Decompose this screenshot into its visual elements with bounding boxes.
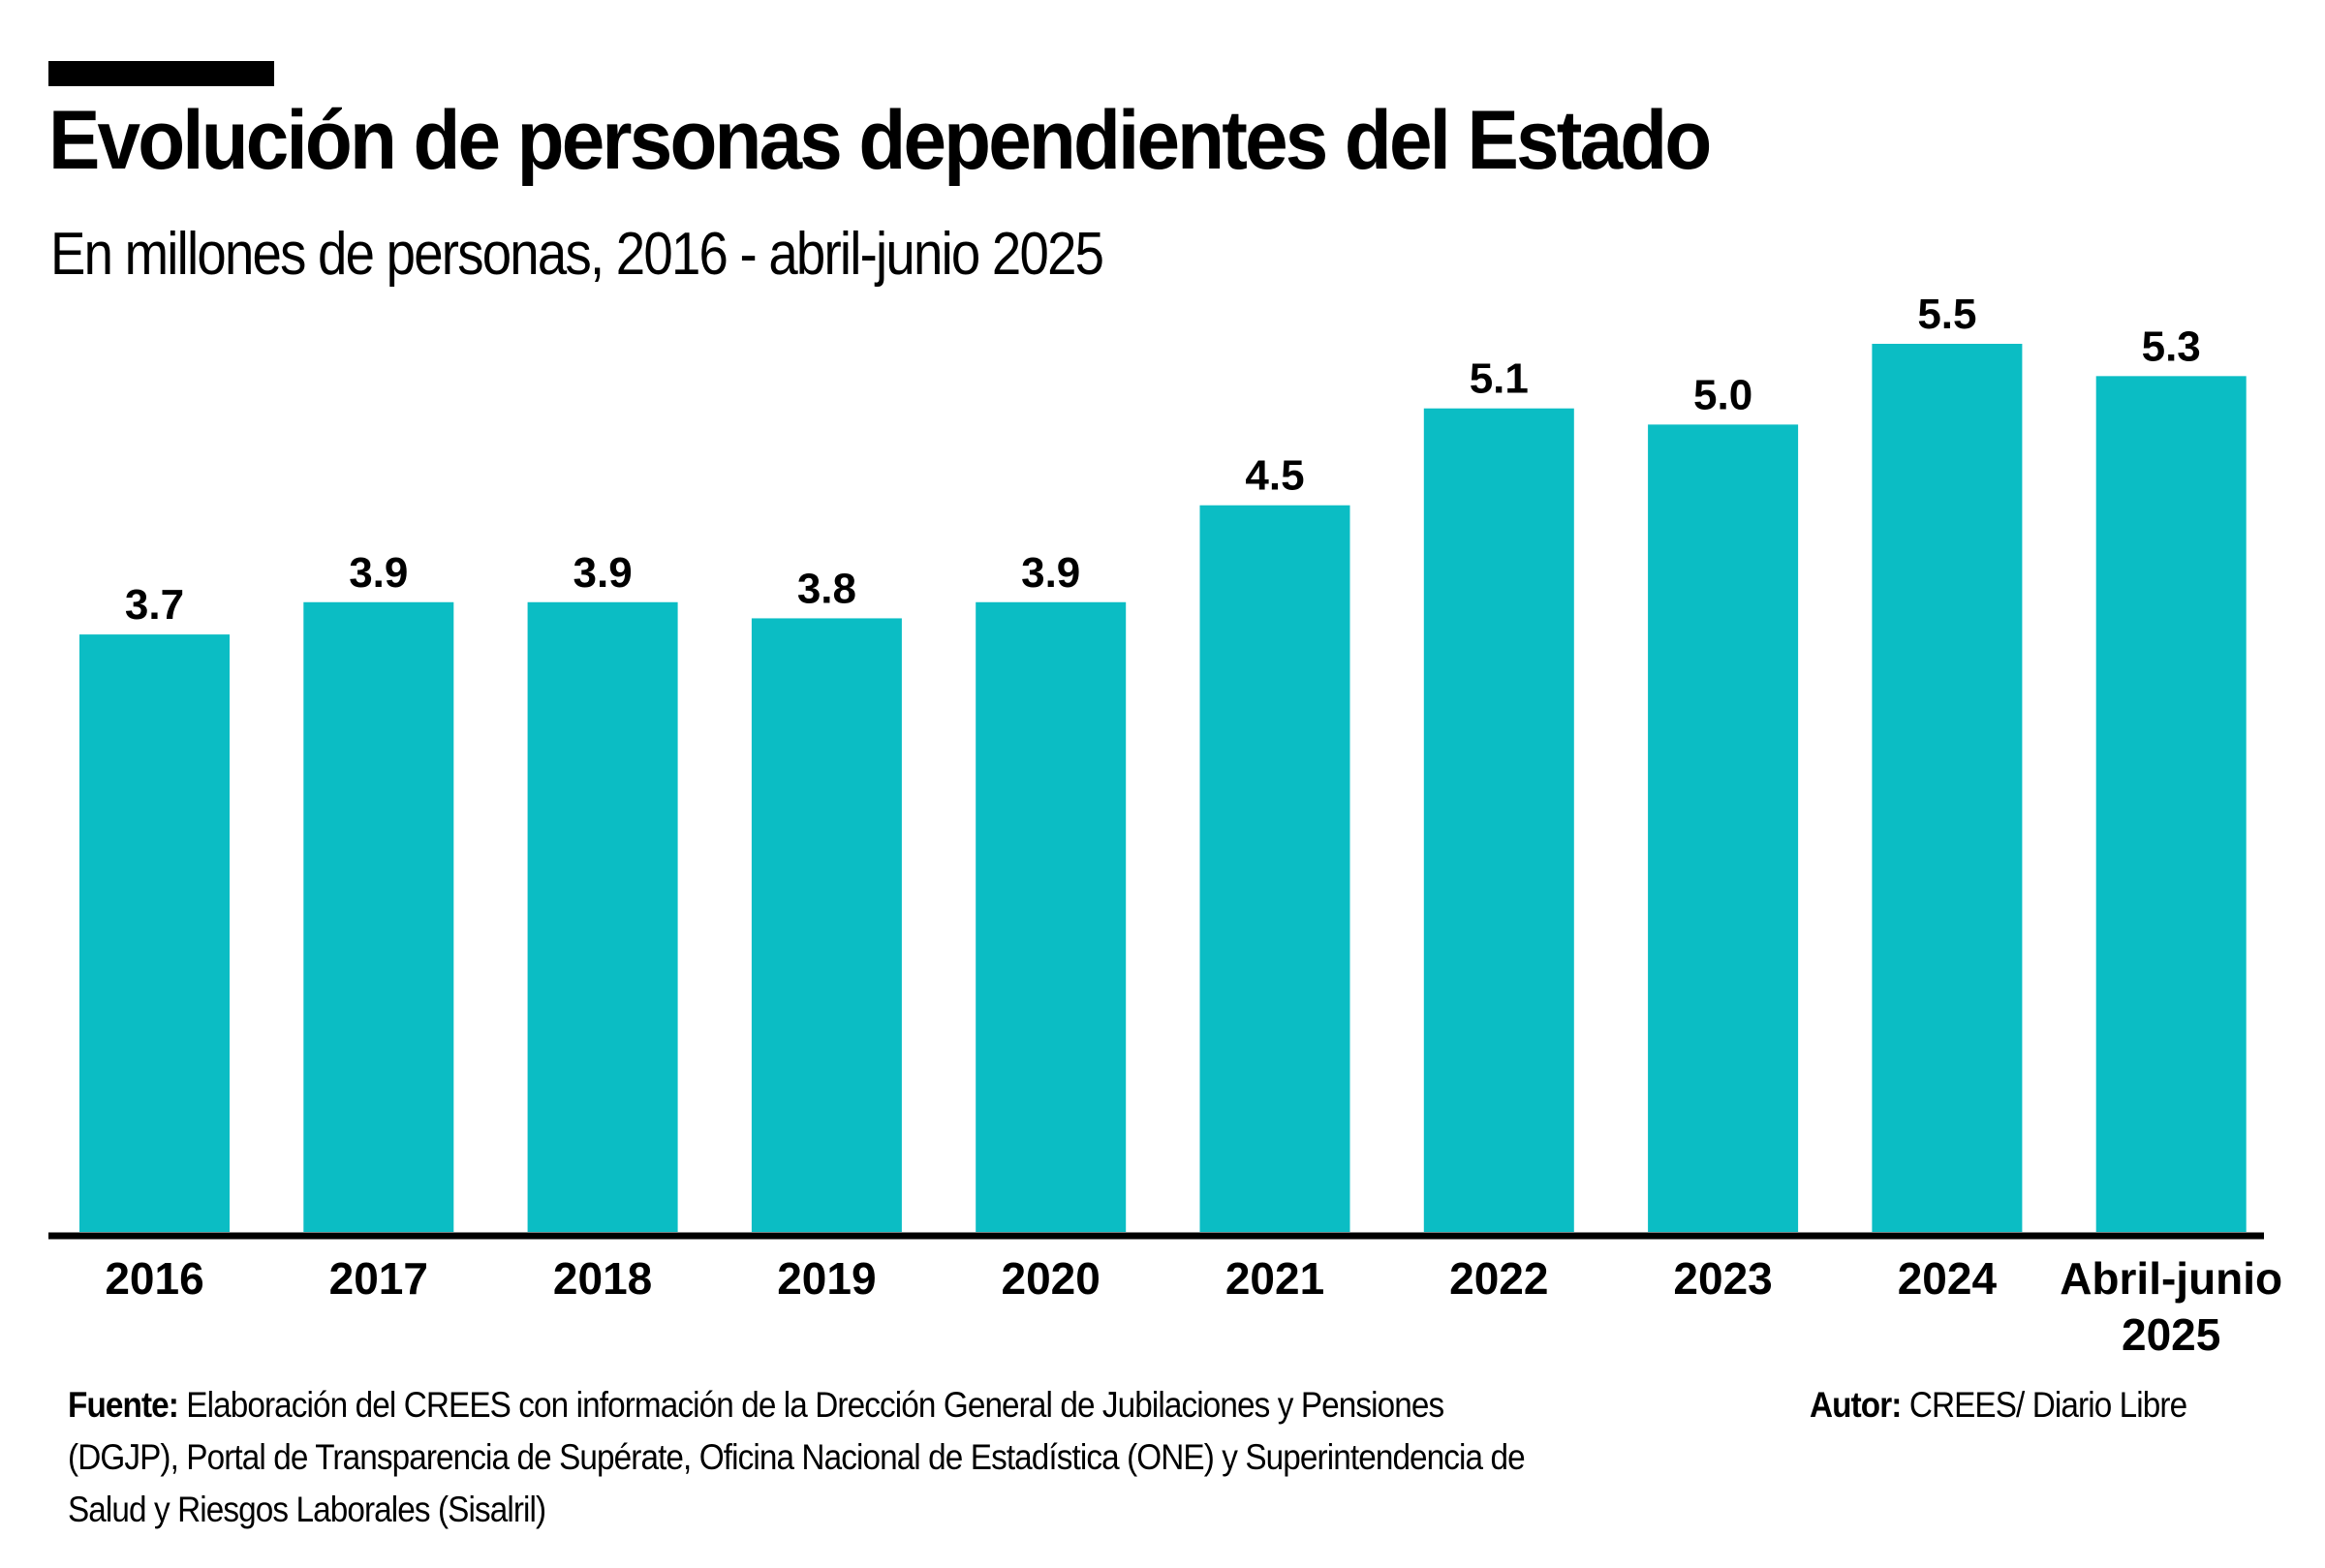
category-label: 2021 [1225,1253,1324,1304]
category-label: Abril-junio 2025 [2060,1253,2282,1356]
author-note: Autor: CREES/ Diario Libre [1810,1379,2187,1431]
category-label: 2016 [105,1253,203,1304]
category-label: 2020 [1002,1253,1100,1304]
value-label: 5.0 [1693,371,1752,418]
title-accent-bar [48,61,274,86]
value-label: 3.7 [125,581,184,629]
author-text: CREES/ Diario Libre [1908,1385,2187,1425]
bar-2019 [751,618,902,1232]
value-label: 3.9 [1021,549,1080,597]
category-label: 2024 [1898,1253,1998,1304]
bar-2017 [303,601,454,1232]
source-note: Fuente: Elaboración del CREES con inform… [68,1379,1550,1536]
bars-group [79,344,2247,1232]
value-label: 4.5 [1245,452,1304,500]
source-text: Elaboración del CREES con información de… [68,1385,1526,1529]
category-label: 2019 [777,1253,876,1304]
value-label: 3.9 [574,549,633,597]
bar-2020 [976,601,1127,1232]
value-label: 5.1 [1470,355,1529,403]
category-label: 2017 [329,1253,428,1304]
category-label: 2023 [1673,1253,1772,1304]
bar-chart: 3.73.9 3.9 3.8 3.94.55.1 5.05.55.3 2016 2017 2… [48,291,2282,1356]
bar-2023 [1648,424,1799,1232]
source-label: Fuente: [68,1385,179,1425]
chart-title: Evolución de personas dependientes del E… [48,94,1712,187]
category-label: 2018 [553,1253,652,1304]
author-label: Autor: [1810,1385,1902,1425]
category-label: 2022 [1449,1253,1548,1304]
bar-2022 [1423,408,1574,1232]
value-labels-group: 3.7 3.9 3.9 3.8 3.9 4.5 5.1 5.0 5.5 5.3 [125,291,2201,629]
value-label: 3.9 [349,549,408,597]
category-labels-group: 2016 2017 2018 2019 2020 2021 2022 2023 2024 Abri… [105,1253,2282,1356]
bar-2016 [79,634,230,1232]
value-label: 5.3 [2142,323,2201,370]
value-label: 5.5 [1917,291,1976,338]
bar-abril-junio-2025 [2095,376,2247,1232]
bar-2018 [527,601,678,1232]
chart-subtitle: En millones de personas, 2016 - abril-ju… [50,221,1104,288]
bar-2021 [1199,505,1350,1232]
value-label: 3.8 [797,565,856,612]
bar-2024 [1872,344,2023,1232]
